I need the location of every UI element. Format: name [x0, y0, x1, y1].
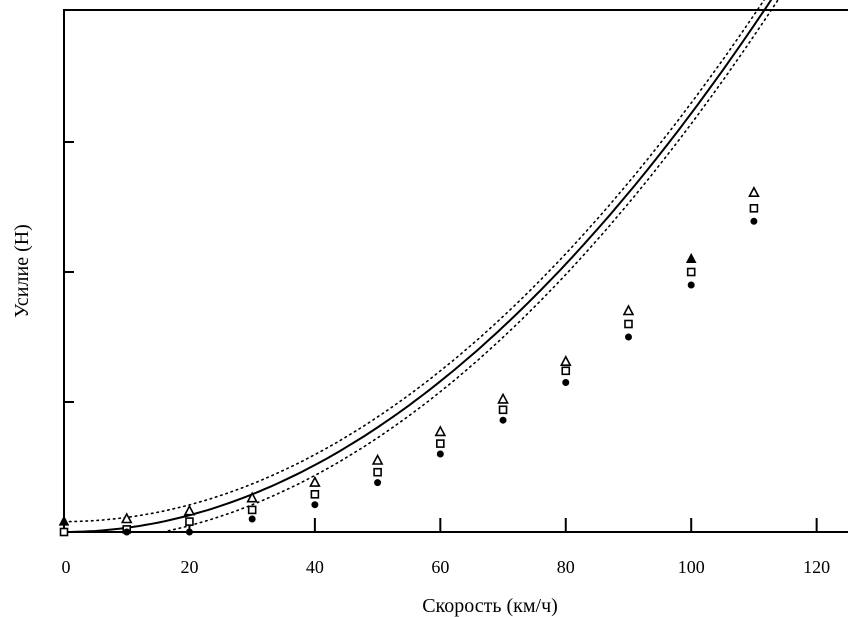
main-fit-curve	[64, 0, 773, 533]
circle-marker	[123, 528, 131, 536]
y-axis-title: Усилие (Н)	[11, 224, 33, 318]
circle-marker	[750, 217, 758, 225]
curves	[63, 0, 779, 533]
circle-marker	[562, 379, 570, 386]
circle-marker	[687, 281, 695, 289]
x-tick-label: 120	[803, 557, 830, 577]
square-marker	[498, 405, 508, 415]
square-marker	[624, 319, 633, 329]
triangle-marker	[497, 392, 509, 404]
square-marker	[59, 527, 69, 537]
triangle-marker	[748, 185, 760, 197]
square-marker	[749, 204, 759, 213]
x-tick-label: 40	[306, 557, 324, 577]
square-marker	[686, 267, 696, 277]
triangle-marker	[371, 453, 384, 465]
triangle-marker	[559, 354, 572, 367]
circle-marker	[248, 515, 256, 523]
circle-marker	[624, 333, 632, 341]
circle-marker	[374, 479, 382, 487]
x-tick-label: 100	[678, 557, 705, 577]
lower-fit-curve	[63, 0, 779, 533]
square-marker	[561, 366, 571, 376]
triangle-marker	[183, 504, 196, 516]
square-marker	[310, 489, 320, 499]
triangle-marker	[309, 475, 321, 487]
triangle-marker	[622, 304, 635, 316]
x-axis-title: Скорость (км/ч)	[422, 595, 558, 617]
square-marker	[373, 467, 382, 477]
square-marker	[247, 505, 257, 515]
x-tick-label: 60	[431, 557, 449, 577]
circle-marker	[436, 450, 444, 458]
triangle-marker	[58, 515, 70, 526]
axes	[63, 9, 848, 533]
x-tick-label: 80	[557, 557, 575, 577]
axis-frame	[63, 9, 848, 533]
triangle-marker	[685, 252, 697, 263]
circle-marker	[311, 501, 319, 509]
triangle-marker	[120, 512, 133, 524]
markers	[58, 185, 760, 537]
square-marker	[436, 439, 445, 448]
circle-marker	[499, 416, 507, 424]
square-marker	[185, 517, 194, 526]
circle-marker	[185, 528, 193, 536]
x-tick-label: 20	[180, 557, 198, 577]
tick-labels: 0 20 40 60 80 100 120	[62, 557, 831, 577]
triangle-marker	[434, 425, 447, 437]
triangle-marker	[246, 491, 258, 503]
upper-fit-curve	[63, 0, 766, 523]
x-tick-label: 0	[62, 557, 71, 577]
